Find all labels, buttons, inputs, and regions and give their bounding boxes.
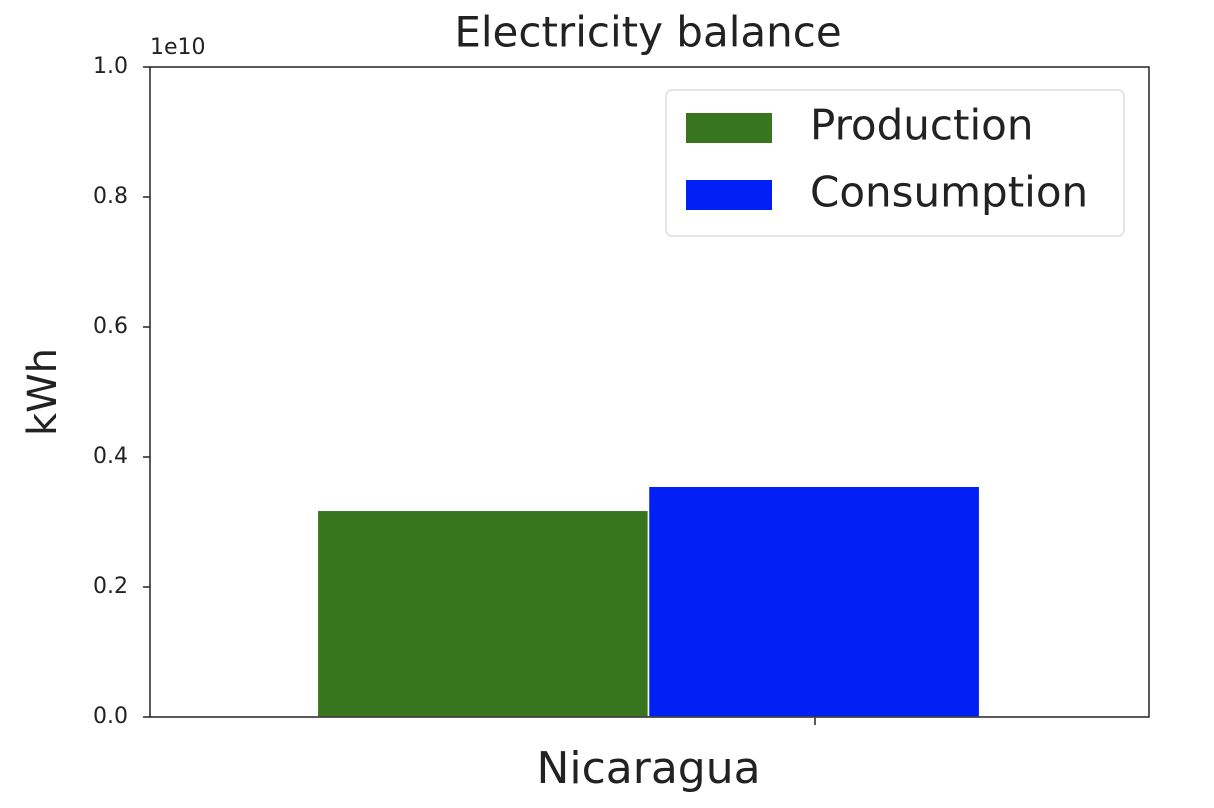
y-tick-label: 0.2 <box>93 574 128 599</box>
y-tick-label: 1.0 <box>93 54 128 79</box>
legend-swatch <box>686 180 772 210</box>
legend-box <box>665 89 1125 237</box>
y-axis-label: kWh <box>20 348 66 436</box>
y-tick-label: 0.6 <box>93 314 128 339</box>
plot-frame <box>149 66 1150 718</box>
x-tick-label: Nicaragua <box>536 743 760 794</box>
chart-title: Electricity balance <box>454 8 841 57</box>
y-tick-label: 0.4 <box>93 444 128 469</box>
bar <box>316 509 650 718</box>
y-tick-label: 0.8 <box>93 184 128 209</box>
legend-label: Consumption <box>810 168 1088 217</box>
bar <box>647 485 981 718</box>
y-tick-label: 0.0 <box>93 704 128 729</box>
y-offset-label: 1e10 <box>150 35 206 60</box>
legend-swatch <box>686 113 772 143</box>
legend: Production Consumption <box>665 89 1125 237</box>
legend-label: Production <box>810 101 1033 150</box>
